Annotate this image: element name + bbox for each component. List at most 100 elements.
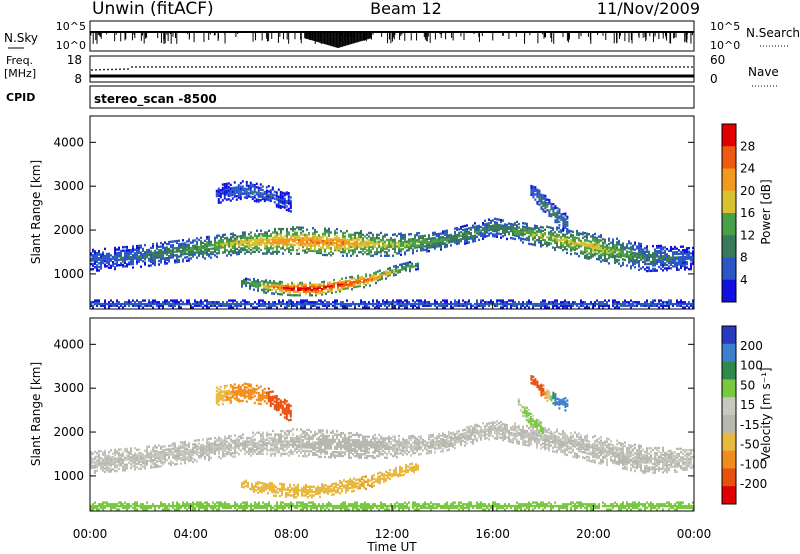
- heatmap-cell: [200, 245, 202, 248]
- heatmap-cell: [300, 237, 302, 240]
- heatmap-cell: [259, 199, 262, 202]
- heatmap-cell: [180, 246, 182, 249]
- heatmap-cell: [244, 306, 246, 309]
- heatmap-cell: [226, 304, 228, 307]
- heatmap-cell: [390, 237, 392, 240]
- heatmap-cell: [357, 281, 359, 285]
- heatmap-cell: [392, 245, 394, 249]
- heatmap-cell: [522, 222, 524, 225]
- heatmap-cell: [532, 304, 534, 307]
- heatmap-cell: [200, 249, 202, 252]
- nave-dot: [611, 66, 613, 68]
- heatmap-cell: [316, 301, 318, 304]
- heatmap-cell: [454, 241, 456, 244]
- heatmap-cell: [254, 234, 256, 238]
- heatmap-cell: [488, 222, 490, 225]
- heatmap-cell: [227, 194, 230, 197]
- heatmap-cell: [294, 238, 296, 241]
- heatmap-cell: [490, 301, 492, 304]
- heatmap-cell: [458, 302, 460, 306]
- heatmap-cell: [104, 263, 106, 266]
- heatmap-cell: [442, 306, 444, 309]
- heatmap-cell: [184, 247, 186, 250]
- heatmap-cell: [512, 233, 514, 237]
- heatmap-cell: [208, 248, 210, 251]
- nave-dot: [227, 66, 229, 68]
- heatmap-cell: [296, 306, 298, 309]
- heatmap-cell: [252, 247, 254, 250]
- heatmap-cell: [365, 283, 367, 287]
- heatmap-cell: [652, 302, 654, 306]
- heatmap-cell: [298, 247, 300, 250]
- heatmap-cell: [126, 463, 128, 466]
- heatmap-cell: [682, 257, 684, 261]
- heatmap-cell: [381, 275, 383, 278]
- heatmap-cell: [326, 238, 328, 241]
- heatmap-cell: [276, 247, 278, 250]
- heatmap-cell: [506, 230, 508, 234]
- heatmap-cell: [684, 255, 686, 259]
- heatmap-cell: [626, 246, 628, 250]
- heatmap-cell: [662, 306, 664, 309]
- heatmap-cell: [231, 188, 234, 192]
- heatmap-cell: [114, 304, 116, 307]
- heatmap-cell: [638, 244, 640, 247]
- heatmap-cell: [506, 225, 508, 228]
- heatmap-cell: [178, 258, 180, 262]
- heatmap-cell: [640, 249, 642, 253]
- heatmap-cell: [291, 283, 293, 286]
- heatmap-cell: [526, 302, 528, 306]
- heatmap-cell: [608, 239, 610, 242]
- heatmap-cell: [118, 255, 120, 258]
- heatmap-cell: [354, 240, 356, 243]
- heatmap-cell: [528, 242, 530, 245]
- heatmap-cell: [308, 244, 310, 247]
- heatmap-cell: [474, 229, 476, 232]
- heatmap-cell: [260, 233, 262, 236]
- heatmap-cell: [532, 227, 534, 230]
- heatmap-cell: [234, 239, 236, 242]
- heatmap-cell: [508, 299, 510, 302]
- heatmap-cell: [460, 234, 462, 237]
- heatmap-cell: [236, 304, 238, 307]
- heatmap-cell: [496, 232, 498, 235]
- heatmap-cell: [276, 233, 278, 236]
- heatmap-cell: [262, 302, 264, 306]
- heatmap-cell: [237, 192, 240, 196]
- heatmap-cell: [299, 294, 301, 297]
- heatmap-cell: [656, 251, 658, 255]
- heatmap-cell: [271, 196, 274, 200]
- heatmap-cell: [370, 231, 372, 235]
- heatmap-cell: [204, 239, 206, 243]
- heatmap-cell: [100, 260, 102, 263]
- heatmap-cell: [458, 228, 460, 231]
- heatmap-cell: [416, 244, 418, 247]
- heatmap-cell: [303, 283, 305, 286]
- heatmap-cell: [616, 248, 618, 251]
- heatmap-cell: [108, 257, 110, 261]
- heatmap-cell: [152, 243, 154, 246]
- heatmap-cell: [524, 306, 526, 309]
- heatmap-cell: [158, 245, 160, 249]
- heatmap-cell: [546, 306, 548, 309]
- heatmap-cell: [542, 301, 544, 304]
- heatmap-cell: [303, 285, 305, 288]
- heatmap-cell: [259, 183, 262, 186]
- heatmap-cell: [550, 231, 552, 235]
- heatmap-cell: [584, 256, 586, 259]
- heatmap-cell: [190, 250, 192, 253]
- nave-dot: [255, 66, 257, 68]
- heatmap-cell: [170, 249, 172, 252]
- heatmap-cell: [341, 284, 343, 287]
- heatmap-cell: [214, 250, 216, 254]
- heatmap-cell: [188, 252, 190, 255]
- heatmap-cell: [680, 245, 682, 248]
- heatmap-cell: [142, 299, 144, 302]
- heatmap-cell: [596, 302, 598, 306]
- heatmap-cell: [584, 247, 586, 251]
- heatmap-cell: [128, 302, 130, 306]
- heatmap-cell: [239, 194, 242, 197]
- heatmap-cell: [458, 233, 460, 236]
- heatmap-cell: [114, 464, 116, 467]
- heatmap-cell: [349, 279, 351, 282]
